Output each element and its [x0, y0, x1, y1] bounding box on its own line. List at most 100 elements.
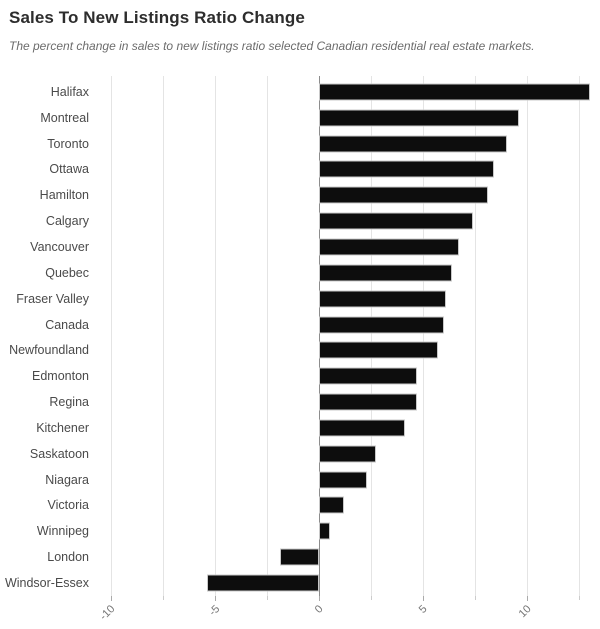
category-label-kitchener: Kitchener [36, 420, 89, 435]
x-tick-label: -5 [206, 603, 222, 619]
bar-toronto [319, 135, 507, 153]
bar-calgary [319, 212, 474, 230]
chart-row: Quebec [0, 260, 600, 286]
category-label-winnipeg: Winnipeg [36, 524, 89, 539]
category-label-edmonton: Edmonton [32, 369, 89, 384]
bar-winnipeg [319, 522, 330, 540]
bar-newfoundland [319, 341, 438, 359]
bar-track [102, 286, 597, 312]
category-label-quebec: Quebec [45, 265, 89, 280]
category-label-newfoundland: Newfoundland [9, 343, 89, 358]
bar-track [102, 570, 597, 596]
bar-ottawa [319, 160, 495, 178]
bar-windsor-essex [207, 574, 320, 592]
category-label-canada: Canada [45, 317, 89, 332]
x-tick-label: 0 [313, 603, 326, 616]
bar-canada [319, 316, 445, 334]
x-axis-minor-tick [371, 596, 373, 600]
chart-row: Niagara [0, 467, 600, 493]
bar-track [102, 441, 597, 467]
bar-track [102, 79, 597, 105]
chart-row: Saskatoon [0, 441, 600, 467]
bar-chart: Halifax Montreal Toronto Ottawa Hamilton Calg… [0, 76, 600, 596]
chart-row: Montreal [0, 105, 600, 131]
chart-header: Sales To New Listings Ratio Change The p… [0, 0, 600, 54]
x-axis-major-tick [111, 596, 113, 601]
bar-hamilton [319, 186, 488, 204]
x-axis-minor-tick [163, 596, 165, 600]
bar-track [102, 182, 597, 208]
category-label-fraser-valley: Fraser Valley [16, 291, 89, 306]
bar-track [102, 337, 597, 363]
chart-row: Winnipeg [0, 518, 600, 544]
bar-track [102, 467, 597, 493]
bar-track [102, 312, 597, 338]
chart-row: Victoria [0, 493, 600, 519]
category-label-toronto: Toronto [47, 136, 89, 151]
x-axis-minor-tick [579, 596, 581, 600]
bar-halifax [319, 83, 590, 101]
bar-track [102, 544, 597, 570]
bar-vancouver [319, 238, 459, 256]
bar-track [102, 415, 597, 441]
x-axis-minor-tick [475, 596, 477, 600]
category-label-regina: Regina [49, 395, 89, 410]
bar-track [102, 105, 597, 131]
category-label-victoria: Victoria [47, 498, 89, 513]
chart-row: Calgary [0, 208, 600, 234]
x-tick-label: 5 [416, 603, 430, 616]
x-tick-label: -10 [98, 603, 118, 623]
chart-row: Ottawa [0, 157, 600, 183]
bar-fraser-valley [319, 290, 447, 308]
chart-row: Fraser Valley [0, 286, 600, 312]
bar-track [102, 131, 597, 157]
chart-row: Halifax [0, 79, 600, 105]
x-axis-major-tick [527, 596, 529, 601]
chart-row: Kitchener [0, 415, 600, 441]
bar-track [102, 363, 597, 389]
chart-row: Toronto [0, 131, 600, 157]
bar-regina [319, 393, 418, 411]
x-tick-label: 10 [516, 603, 534, 621]
chart-row: Hamilton [0, 182, 600, 208]
bar-niagara [319, 471, 368, 489]
bar-track [102, 493, 597, 519]
bar-london [279, 548, 320, 566]
chart-row: Newfoundland [0, 337, 600, 363]
bar-kitchener [319, 419, 405, 437]
category-label-windsor-essex: Windsor-Essex [4, 575, 89, 590]
bar-track [102, 208, 597, 234]
x-axis-major-tick [215, 596, 217, 601]
chart-row: Edmonton [0, 363, 600, 389]
category-label-london: London [47, 550, 89, 565]
bar-track [102, 260, 597, 286]
chart-rows: Halifax Montreal Toronto Ottawa Hamilton Calg… [0, 79, 600, 596]
chart-row: Regina [0, 389, 600, 415]
category-label-halifax: Halifax [50, 84, 89, 99]
category-label-ottawa: Ottawa [49, 162, 89, 177]
chart-title: Sales To New Listings Ratio Change [9, 8, 305, 27]
category-label-calgary: Calgary [45, 214, 89, 229]
bar-edmonton [319, 367, 418, 385]
bar-quebec [319, 264, 453, 282]
x-axis: -10 -5 0 5 10 [98, 596, 597, 629]
category-label-saskatoon: Saskatoon [29, 446, 89, 461]
category-label-niagara: Niagara [45, 472, 89, 487]
bar-track [102, 157, 597, 183]
bar-track [102, 389, 597, 415]
x-axis-major-tick [319, 596, 321, 601]
chart-row: Vancouver [0, 234, 600, 260]
category-label-montreal: Montreal [40, 110, 89, 125]
bar-saskatoon [319, 445, 376, 463]
chart-subtitle: The percent change in sales to new listi… [9, 39, 535, 53]
x-axis-minor-tick [267, 596, 269, 600]
bar-track [102, 234, 597, 260]
category-label-vancouver: Vancouver [30, 239, 89, 254]
bar-montreal [319, 109, 519, 127]
chart-row: Windsor-Essex [0, 570, 600, 596]
bar-track [102, 518, 597, 544]
category-label-hamilton: Hamilton [39, 188, 89, 203]
chart-row: Canada [0, 312, 600, 338]
bar-victoria [319, 496, 345, 514]
